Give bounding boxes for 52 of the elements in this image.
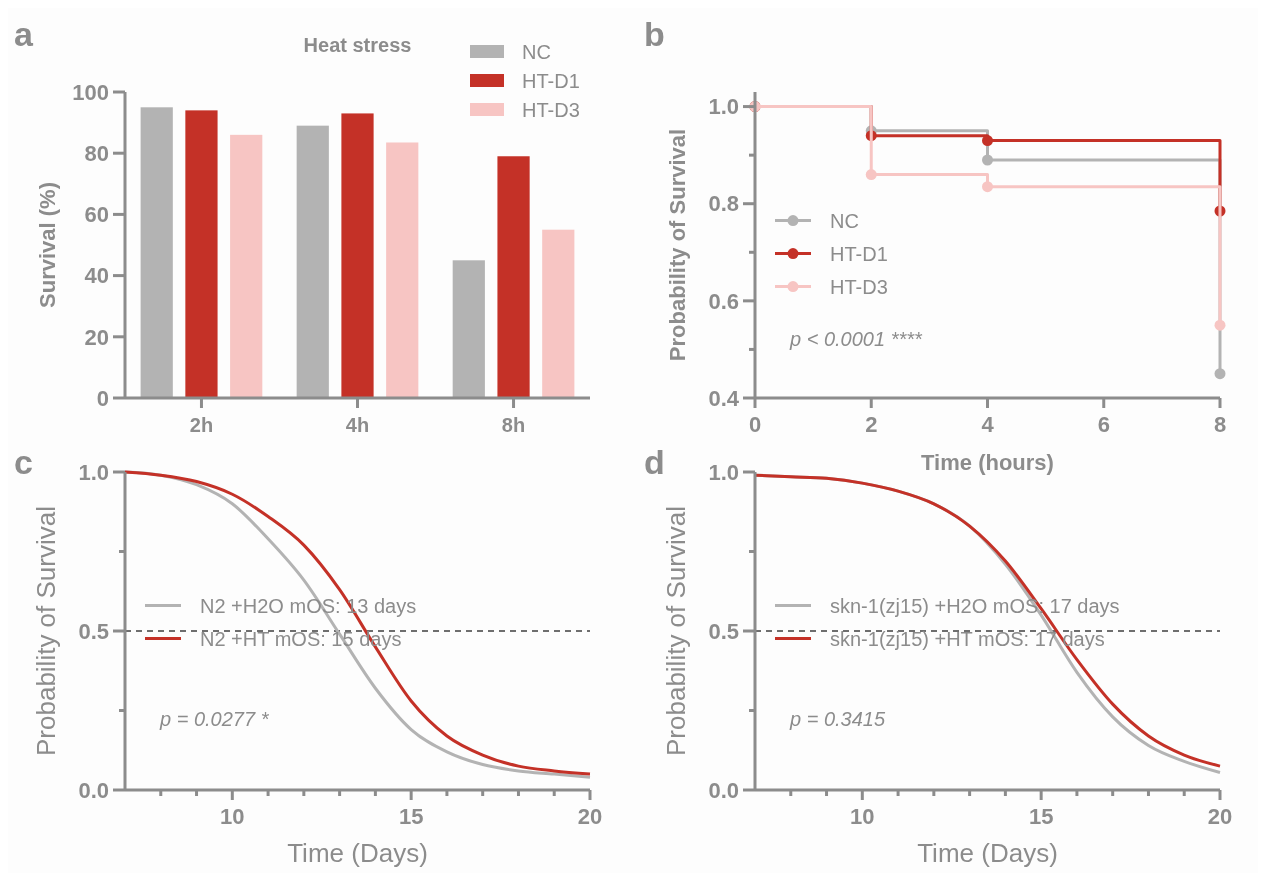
x-tick-label: 4h (345, 414, 370, 436)
y-axis-title: Probability of Survival (665, 128, 690, 362)
legend-label: HT-D3 (830, 275, 888, 298)
y-tick-label: 1.0 (708, 94, 739, 120)
legend-label: NC (522, 41, 551, 63)
chart-title: Heat stress (303, 34, 412, 56)
y-tick-label: 1.0 (708, 459, 739, 485)
x-axis-title: Time (Days) (287, 838, 428, 868)
x-tick-label: 0 (748, 412, 762, 437)
y-axis-title: Probability of Survival (661, 506, 691, 756)
y-tick-label: 0.4 (708, 385, 740, 411)
x-tick-label: 6 (1097, 412, 1110, 437)
y-tick-label: 100 (72, 79, 109, 105)
x-tick-label: 4 (981, 412, 995, 437)
y-tick-label: 80 (84, 140, 109, 166)
y-tick-label: 20 (84, 324, 109, 350)
legend-label: HT-D3 (522, 99, 580, 121)
annotation: p < 0.0001 **** (789, 327, 923, 350)
text: a (14, 15, 34, 53)
y-tick-label: 0 (96, 385, 109, 411)
y-axis-title: Survival (%) (35, 182, 60, 308)
legend-label: NC (830, 209, 859, 232)
text: d (644, 443, 665, 481)
text: b (644, 15, 665, 53)
y-tick-label: 1.0 (78, 459, 109, 485)
y-tick-label: 0.0 (708, 777, 739, 803)
legend-label: HT-D1 (830, 242, 888, 265)
y-tick-label: 0.5 (708, 618, 739, 644)
y-axis-title: Probability of Survival (31, 506, 61, 756)
y-tick-label: 40 (84, 263, 109, 289)
x-tick-label: 10 (850, 804, 875, 829)
annotation: p = 0.3415 (789, 708, 886, 731)
x-tick-label: 8h (501, 414, 526, 436)
x-tick-label: 8 (1213, 412, 1227, 437)
x-tick-label: 2 (865, 412, 878, 437)
y-tick-label: 0.0 (78, 777, 109, 803)
y-tick-label: 60 (84, 202, 109, 228)
x-tick-label: 15 (1028, 804, 1054, 829)
x-axis-title: Time (Days) (917, 838, 1058, 868)
x-tick-label: 10 (220, 804, 245, 829)
y-tick-label: 0.6 (708, 288, 739, 314)
legend-label: HT-D1 (522, 70, 580, 92)
legend-label: skn-1(zj15) +HT mOS: 17 days (830, 627, 1105, 650)
annotation: p = 0.0277 * (159, 708, 270, 731)
x-tick-label: 20 (1207, 804, 1233, 829)
y-tick-label: 0.8 (708, 191, 739, 217)
x-axis-title: Time (hours) (921, 450, 1054, 475)
x-tick-label: 15 (398, 804, 424, 829)
x-tick-label: 2h (189, 414, 214, 436)
y-tick-label: 0.5 (78, 618, 109, 644)
text: c (14, 443, 33, 481)
x-tick-label: 20 (577, 804, 603, 829)
